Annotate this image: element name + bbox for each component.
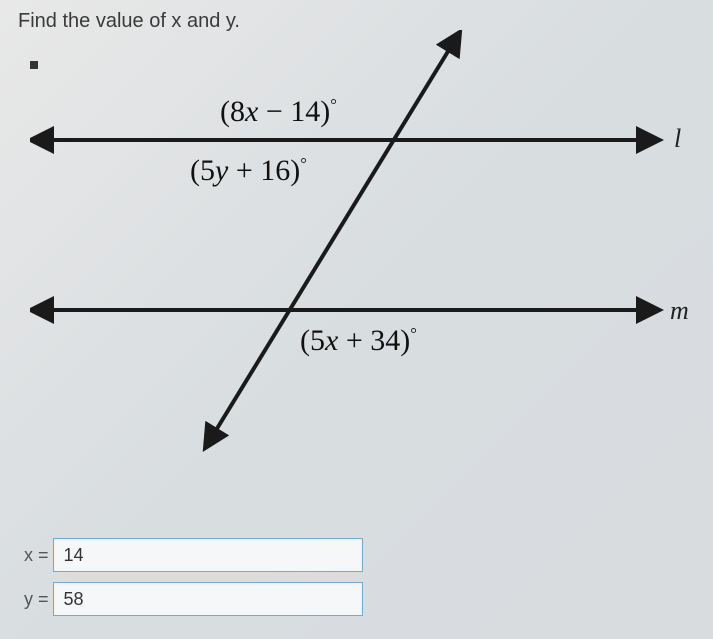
diagram-svg [30, 30, 690, 460]
x-answer-input[interactable] [53, 538, 363, 572]
y-answer-input[interactable] [53, 582, 363, 616]
line-l-label: l [674, 124, 681, 154]
geometry-diagram: (8x − 14)° (5y + 16)° (5x + 34)° l m [30, 30, 690, 460]
answer-row-x: x = [24, 538, 363, 572]
answer-row-y: y = [24, 582, 363, 616]
x-equals-label: x = [24, 545, 49, 566]
y-equals-label: y = [24, 589, 49, 610]
angle-label-top-below: (5y + 16)° [190, 154, 307, 188]
angle-label-bottom-below: (5x + 34)° [300, 324, 417, 358]
angle-label-top-above: (8x − 14)° [220, 95, 337, 129]
line-m-label: m [670, 296, 689, 326]
